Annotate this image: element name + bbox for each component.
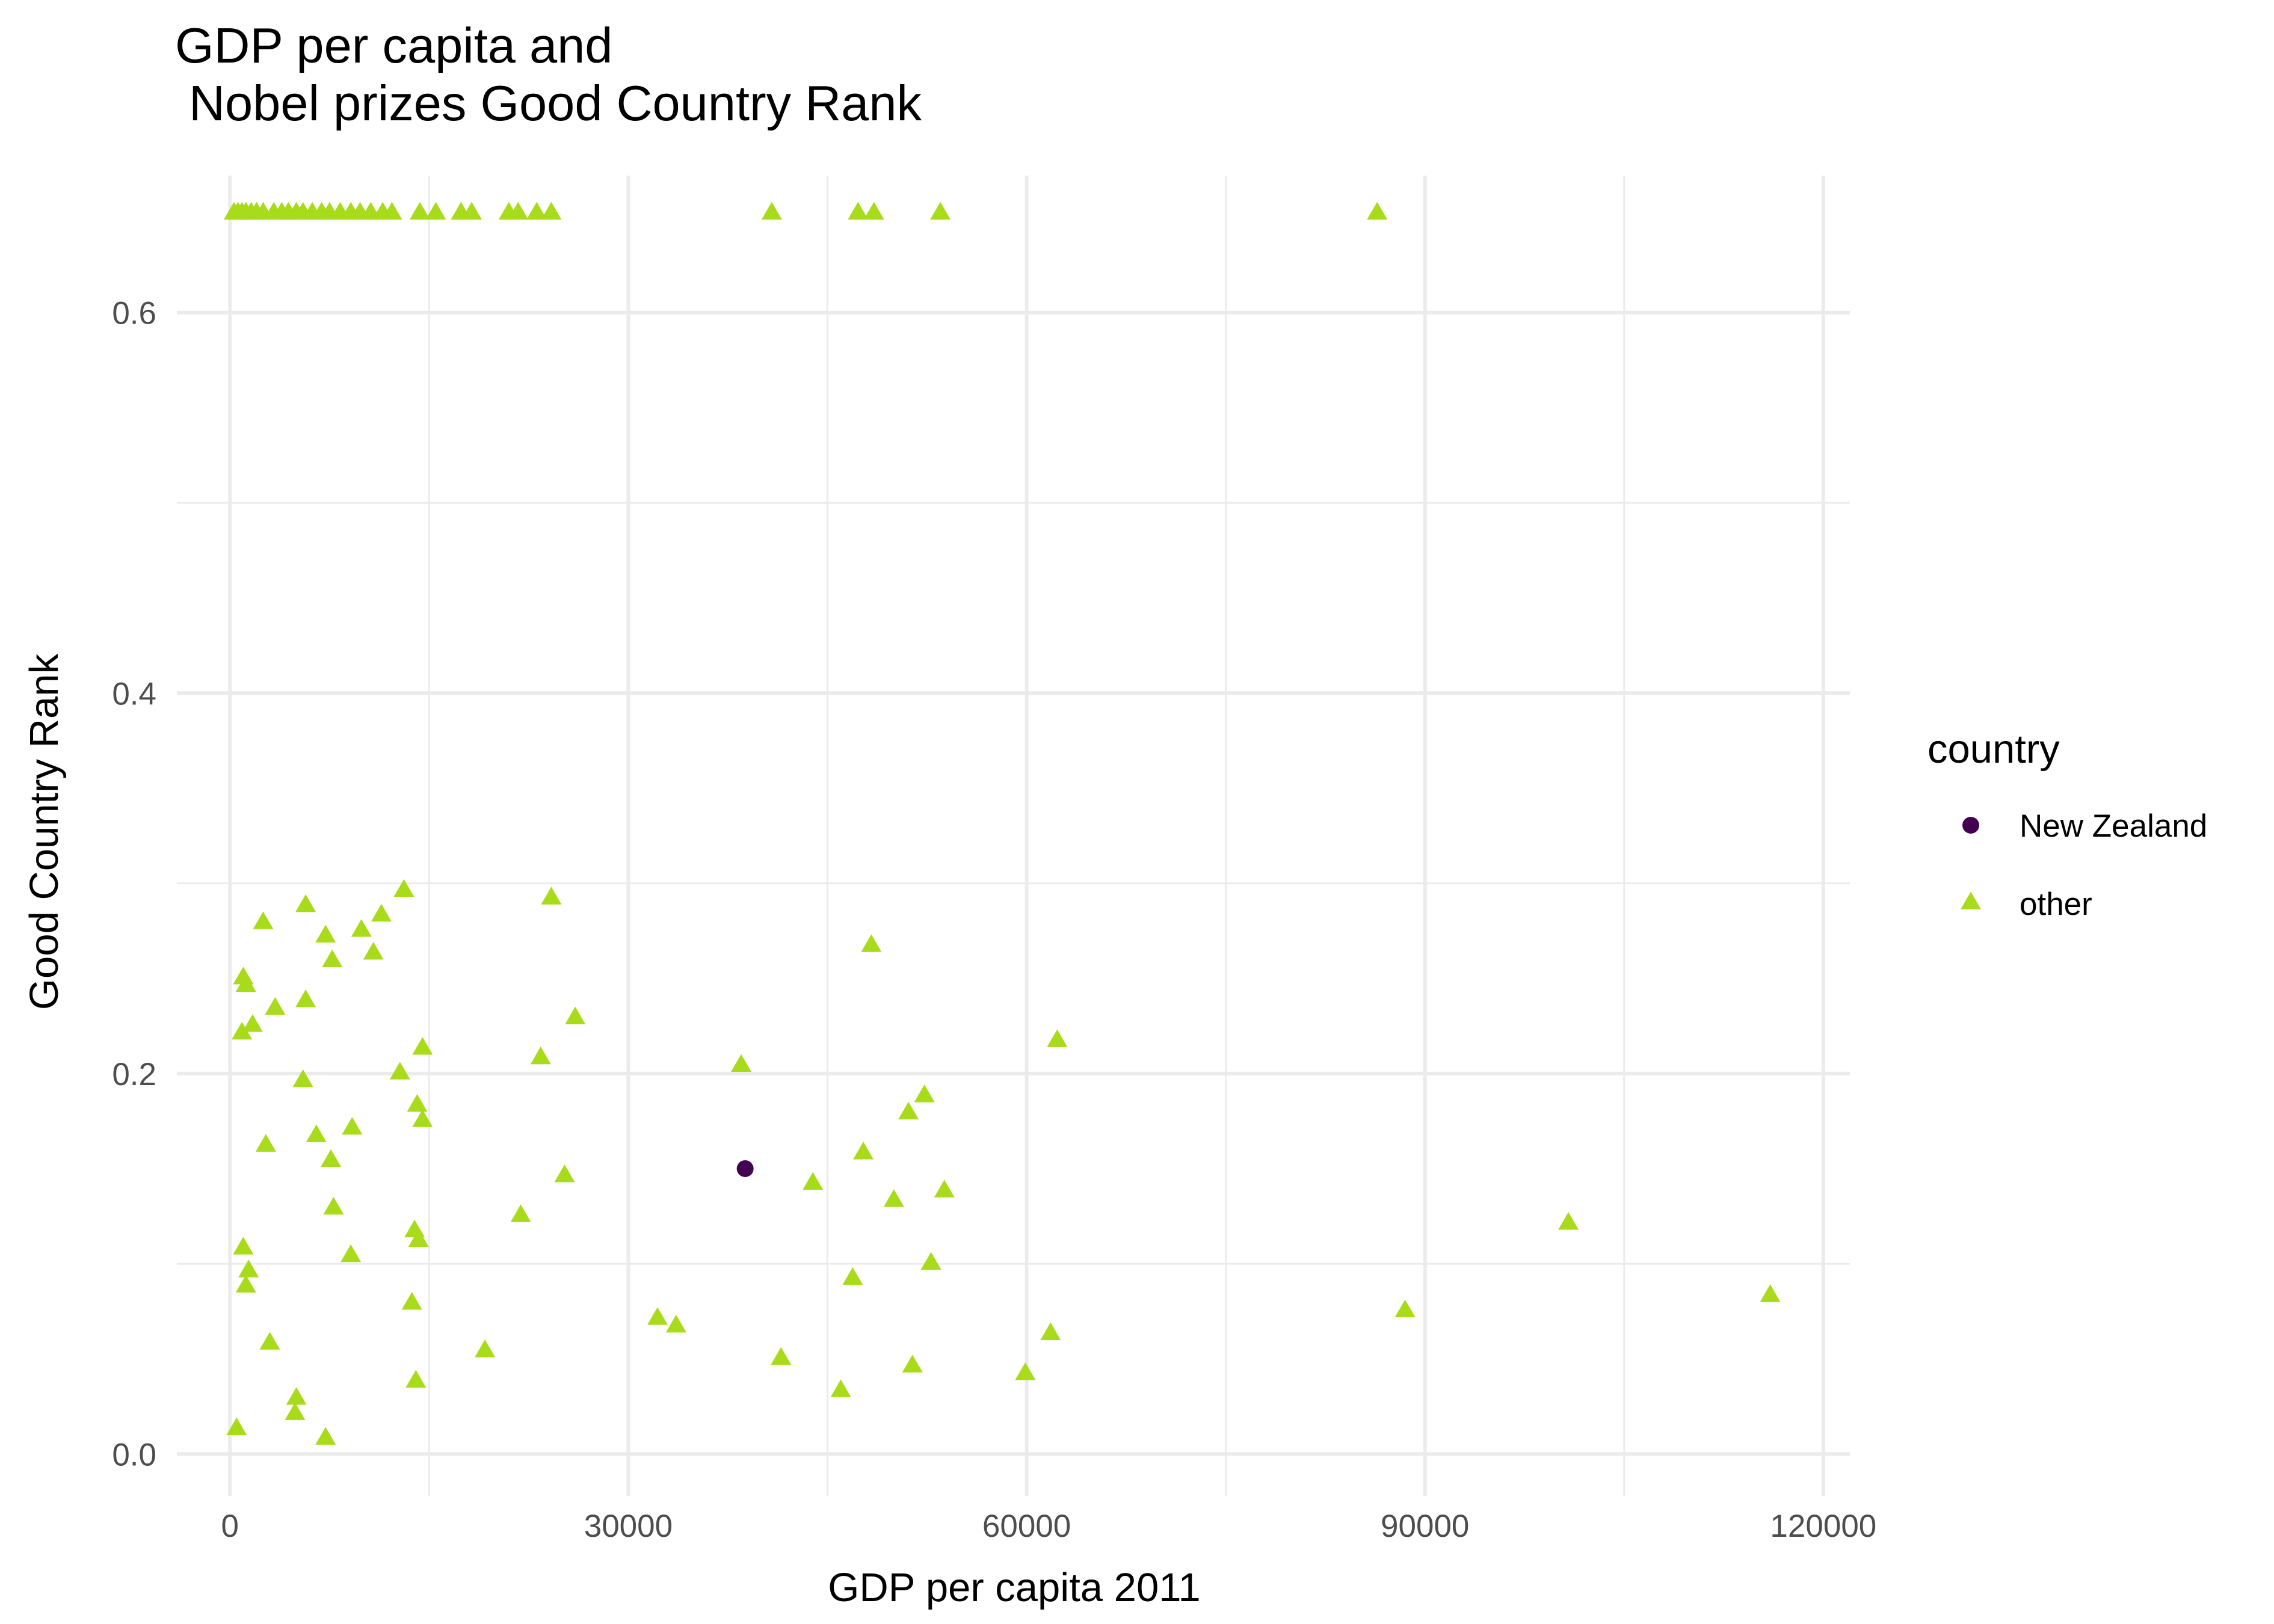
data-point-other [371, 903, 392, 922]
data-point-other [830, 1379, 851, 1397]
data-point-other [510, 1204, 531, 1222]
data-point-other [930, 201, 951, 220]
y-axis-title: Good Country Rank [22, 653, 67, 1010]
legend-title: country [1927, 727, 2060, 772]
major-gridlines [177, 176, 1850, 1496]
data-point-other [541, 887, 562, 905]
data-point-other [315, 924, 336, 943]
data-point-other [315, 1427, 336, 1445]
data-point-other [920, 1252, 941, 1270]
data-point-other [412, 1037, 433, 1055]
data-point-other [526, 201, 547, 220]
data-point-other [342, 1116, 363, 1135]
legend-key-triangle-icon [1961, 891, 1981, 909]
data-point-other [351, 919, 372, 937]
data-point-other [1015, 1362, 1036, 1380]
data-point-other [232, 1021, 253, 1040]
data-point-other [407, 1093, 428, 1112]
data-points [223, 201, 1781, 1445]
data-point-other [409, 201, 430, 220]
x-tick-label: 90000 [1381, 1509, 1469, 1544]
x-axis-tick-labels: 0 30000 60000 90000 120000 [221, 1509, 1877, 1544]
data-point-other [898, 1101, 919, 1120]
y-tick-label: 0.2 [112, 1057, 156, 1092]
data-point-other [861, 934, 882, 952]
data-point-other [363, 941, 384, 960]
data-point-other [554, 1164, 575, 1183]
y-tick-label: 0.6 [112, 296, 156, 331]
legend-label: New Zealand [2020, 808, 2207, 844]
data-point-new-zealand [736, 1160, 754, 1177]
data-point-other [286, 1387, 307, 1405]
x-tick-label: 30000 [584, 1509, 673, 1544]
data-point-other [340, 1244, 362, 1263]
data-point-other [285, 1402, 306, 1420]
data-point-other [665, 1314, 686, 1333]
data-point-other [292, 1069, 313, 1087]
data-point-other [295, 989, 316, 1007]
data-point-other [306, 1124, 327, 1143]
data-point-other [647, 1307, 668, 1325]
data-point-other [761, 201, 782, 220]
data-point-other [771, 1347, 792, 1365]
data-point-other [321, 1149, 342, 1167]
data-point-other [853, 1142, 874, 1160]
data-point-other [914, 1084, 935, 1103]
chart-title: GDP per capita and Nobel prizes Good Cou… [175, 17, 922, 131]
data-point-other [393, 879, 414, 897]
data-point-other [1047, 1029, 1068, 1047]
data-point-other [381, 201, 402, 220]
x-tick-label: 120000 [1770, 1509, 1876, 1544]
data-point-other [541, 201, 562, 220]
data-point-other [238, 1260, 259, 1278]
data-point-other [389, 1062, 410, 1080]
data-point-other [475, 1339, 496, 1358]
x-tick-label: 60000 [982, 1509, 1071, 1544]
data-point-other [408, 1229, 429, 1247]
data-point-other [803, 1172, 824, 1190]
data-point-other [848, 201, 869, 220]
data-point-other [902, 1355, 923, 1373]
data-point-other [412, 1109, 433, 1127]
data-point-other [253, 911, 274, 929]
data-point-other [295, 894, 316, 912]
data-point-other [508, 201, 529, 220]
legend-key-circle-icon [1962, 817, 1979, 834]
data-point-other [1558, 1212, 1579, 1230]
data-point-other [565, 1006, 586, 1024]
data-point-other [323, 1196, 344, 1215]
x-axis-title: GDP per capita 2011 [828, 1565, 1201, 1610]
data-point-other [842, 1267, 863, 1285]
data-point-other [863, 201, 884, 220]
data-point-other [235, 1275, 256, 1293]
data-point-other [255, 1134, 276, 1152]
x-tick-label: 0 [221, 1509, 239, 1544]
data-point-other [883, 1189, 904, 1207]
data-point-other [235, 974, 256, 992]
data-point-other [1760, 1284, 1781, 1302]
data-point-other [1040, 1322, 1061, 1340]
data-point-other [401, 1291, 422, 1310]
y-axis-tick-labels: 0.0 0.2 0.4 0.6 [112, 296, 156, 1473]
data-point-other [1394, 1299, 1416, 1318]
data-point-other [1367, 201, 1388, 220]
data-point-other [265, 997, 286, 1015]
data-point-other [242, 1014, 263, 1032]
y-tick-label: 0.4 [112, 676, 156, 712]
data-point-other [425, 201, 446, 220]
y-tick-label: 0.0 [112, 1437, 156, 1472]
data-point-other [530, 1046, 551, 1065]
legend: country New Zealand other [1927, 727, 2207, 922]
minor-gridlines [177, 176, 1850, 1496]
data-point-other [322, 949, 343, 968]
data-point-other [233, 1237, 254, 1255]
data-point-other [405, 1370, 427, 1388]
data-point-other [731, 1054, 752, 1072]
data-point-other [226, 1417, 247, 1436]
legend-label: other [2020, 887, 2092, 922]
data-point-other [259, 1332, 280, 1350]
data-point-other [934, 1180, 955, 1198]
data-point-other [461, 201, 482, 220]
